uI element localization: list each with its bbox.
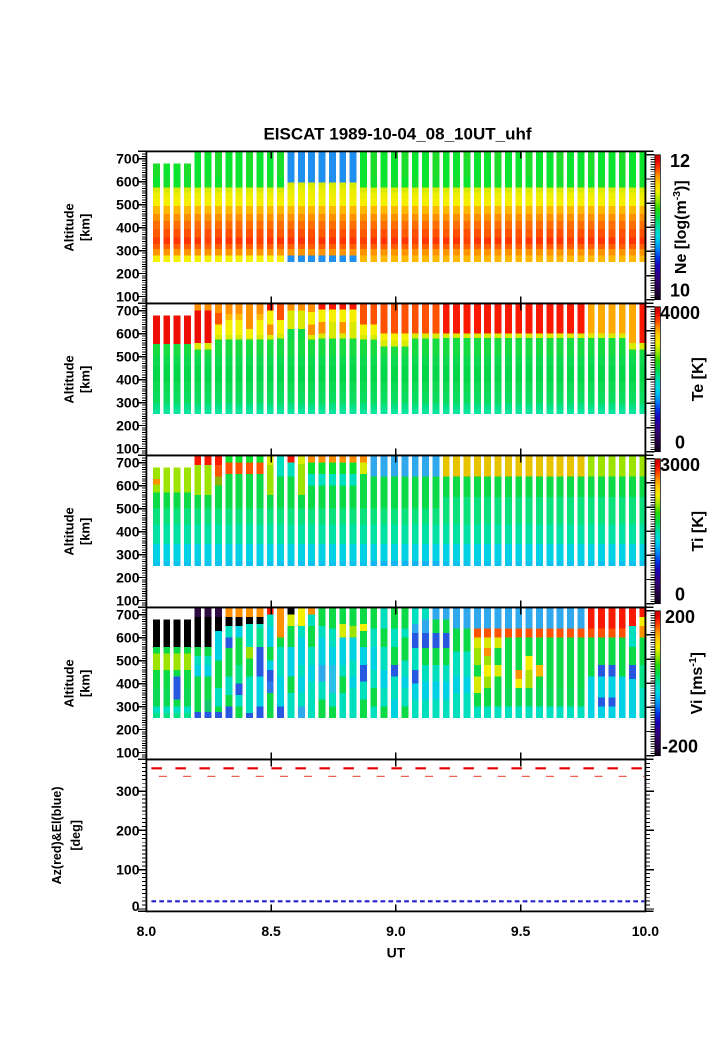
svg-text:10.0: 10.0 [632,923,659,939]
svg-text:0: 0 [132,898,140,914]
svg-text:Altitude: Altitude [62,203,77,251]
svg-text:500: 500 [116,653,140,669]
svg-text:10: 10 [670,280,690,300]
svg-text:400: 400 [116,676,140,692]
svg-text:600: 600 [116,630,140,646]
svg-text:-200: -200 [662,736,698,756]
svg-text:200: 200 [665,607,695,627]
svg-text:Ti [K]: Ti [K] [690,511,707,552]
svg-text:200: 200 [116,570,140,586]
svg-text:700: 700 [116,455,140,471]
svg-text:8.0: 8.0 [137,923,157,939]
svg-text:Te [K]: Te [K] [690,357,707,401]
svg-text:Altitude: Altitude [62,355,77,403]
svg-text:[km]: [km] [78,670,93,697]
svg-text:400: 400 [116,524,140,540]
svg-text:100: 100 [116,862,140,878]
svg-text:100: 100 [116,593,140,609]
svg-text:9.0: 9.0 [386,923,406,939]
svg-text:0: 0 [675,584,685,604]
svg-text:200: 200 [116,822,140,838]
svg-text:12: 12 [670,151,690,171]
svg-text:600: 600 [116,326,140,342]
svg-text:100: 100 [116,441,140,457]
svg-text:Vi [ms-1]: Vi [ms-1] [687,652,706,714]
svg-text:UT: UT [387,945,406,961]
svg-text:EISCAT 1989-10-04_08_10UT_uhf: EISCAT 1989-10-04_08_10UT_uhf [263,125,531,144]
svg-text:200: 200 [116,266,140,282]
svg-text:100: 100 [116,289,140,305]
svg-text:0: 0 [675,432,685,452]
svg-text:600: 600 [116,174,140,190]
svg-text:600: 600 [116,478,140,494]
svg-text:500: 500 [116,501,140,517]
svg-text:Altitude: Altitude [62,659,77,707]
svg-text:700: 700 [116,151,140,167]
svg-text:300: 300 [116,783,140,799]
svg-text:Ne [log(m-3)]: Ne [log(m-3)] [671,180,690,274]
svg-text:400: 400 [116,220,140,236]
svg-text:3000: 3000 [660,455,700,475]
svg-text:300: 300 [116,547,140,563]
svg-text:500: 500 [116,197,140,213]
svg-text:9.5: 9.5 [511,923,531,939]
svg-text:300: 300 [116,243,140,259]
svg-text:[km]: [km] [78,366,93,393]
svg-text:Altitude: Altitude [62,507,77,555]
svg-text:[km]: [km] [78,214,93,241]
svg-text:300: 300 [116,395,140,411]
svg-text:200: 200 [116,722,140,738]
svg-text:500: 500 [116,349,140,365]
svg-text:100: 100 [116,745,140,761]
svg-text:4000: 4000 [660,303,700,323]
svg-text:[km]: [km] [78,518,93,545]
svg-text:400: 400 [116,372,140,388]
svg-text:Az(red)&El(blue): Az(red)&El(blue) [50,786,64,884]
svg-text:200: 200 [116,418,140,434]
svg-text:300: 300 [116,699,140,715]
svg-text:700: 700 [116,607,140,623]
svg-text:8.5: 8.5 [261,923,281,939]
svg-text:700: 700 [116,303,140,319]
svg-text:[deg]: [deg] [69,820,83,851]
